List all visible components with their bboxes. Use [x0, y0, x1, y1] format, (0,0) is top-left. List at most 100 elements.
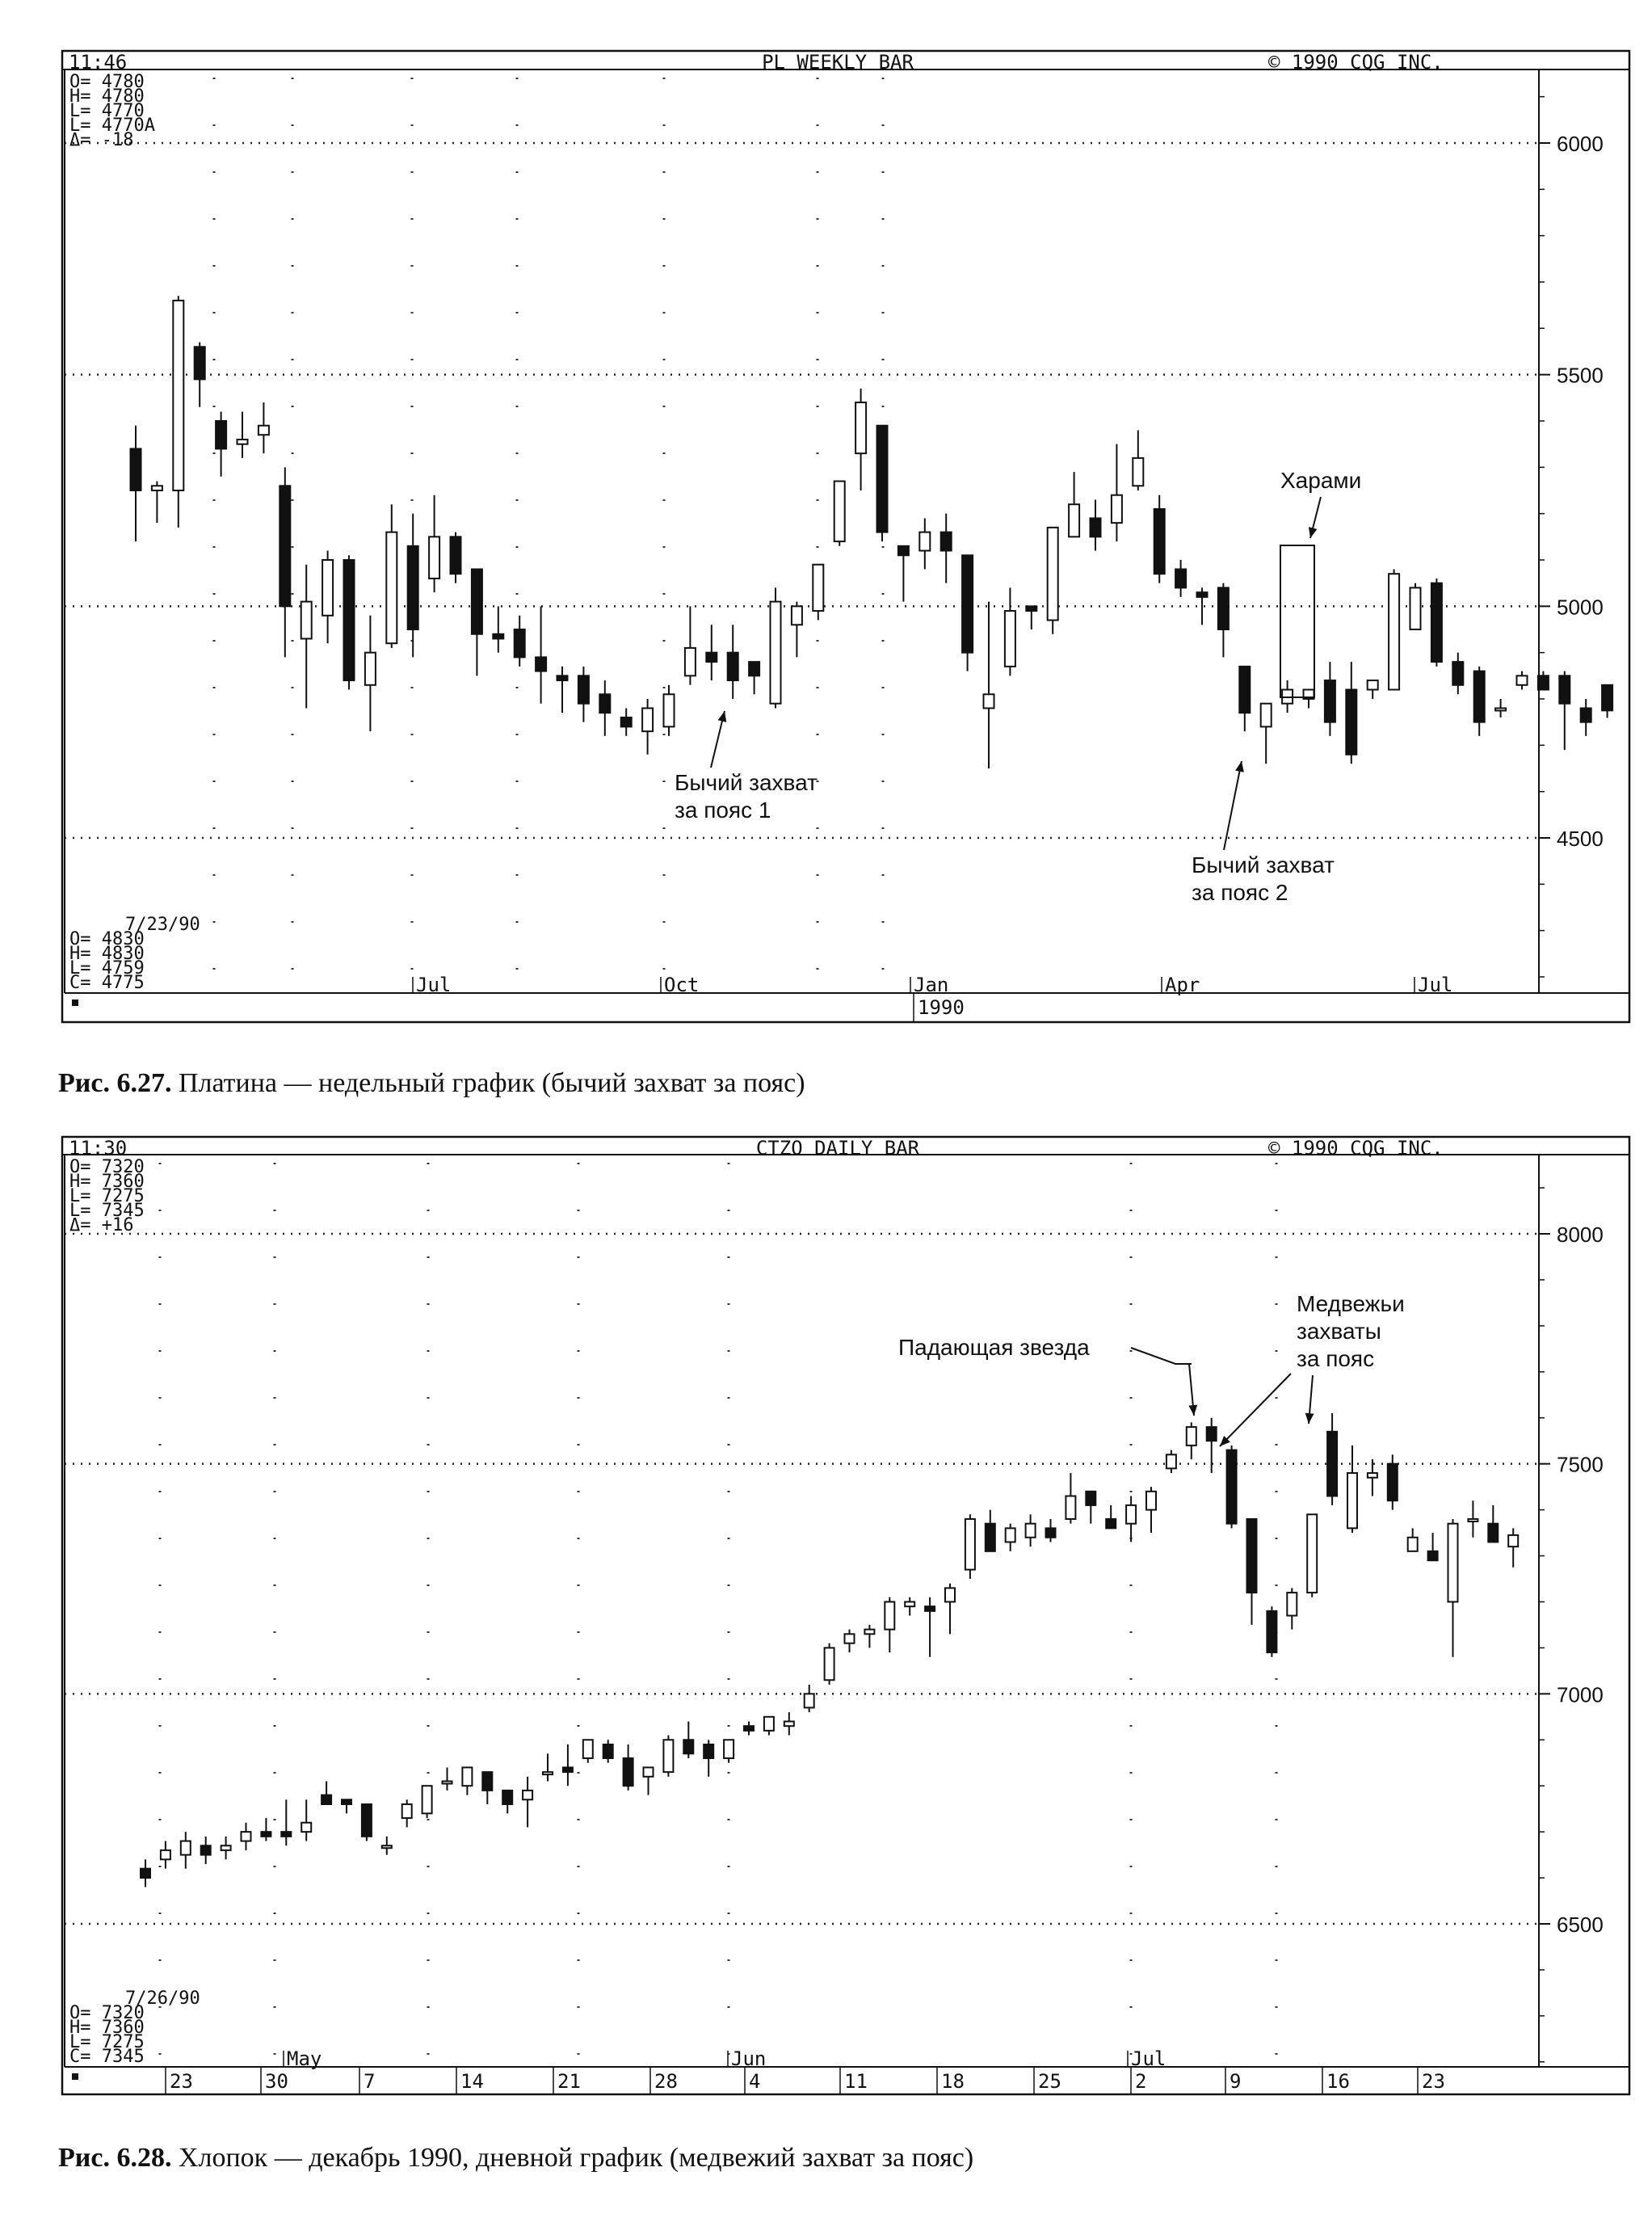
candle-body-up [982, 693, 995, 709]
candle-body-down [260, 1831, 272, 1837]
quote-line: O= 4780 [69, 72, 145, 92]
candle-body-up [823, 1647, 835, 1681]
quote-line: L= 4770 [69, 101, 145, 121]
candle-body-down [961, 554, 974, 654]
candle-body-up [542, 1771, 553, 1776]
last-bar-date: 7/26/90 [125, 1988, 200, 2009]
candle-body-up [790, 605, 803, 626]
candle-body-down [1323, 680, 1336, 723]
candle-body-down [1246, 1517, 1258, 1594]
price-tick-label: 7500 [1557, 1453, 1604, 1477]
annotation-bearish-belt-holds: Медвежьи [1297, 1291, 1405, 1316]
candle-body-down [502, 1789, 514, 1805]
bottom-period-label: 1990 [918, 996, 965, 1019]
candle-body-down [1430, 582, 1443, 663]
candle-body-up [904, 1601, 916, 1608]
bottom-period-label: 21 [557, 2070, 581, 2093]
candle-body-up [461, 1766, 473, 1787]
candle-body-up [964, 1517, 976, 1571]
candle-body-up [1366, 680, 1379, 691]
candle-body-up [385, 531, 398, 645]
candle-body-up [683, 646, 696, 677]
last-bar-date: 7/23/90 [125, 915, 200, 935]
annotation-arrow-2-head [1235, 761, 1244, 772]
candle-body-up [1145, 1490, 1157, 1511]
candle-body-down [984, 1522, 996, 1552]
last-bar-value: H= 7360 [69, 2018, 145, 2038]
candle-body-up [301, 1821, 313, 1833]
header-copyright: © 1990 CQG INC. [1268, 51, 1444, 74]
candle-body-up [843, 1633, 855, 1644]
candle-body-up [662, 1739, 675, 1774]
header-title: CTZO DAILY BAR [756, 1137, 920, 1159]
candle-body-up [1003, 610, 1016, 667]
candle-body-up [641, 707, 654, 733]
harami-highlight-box [1280, 545, 1315, 698]
annotation-bullish-belt-hold-1: Бычий захват [675, 770, 818, 795]
candle-body-up [723, 1739, 735, 1760]
bottom-period-label: 25 [1038, 2070, 1061, 2093]
candle-body-up [1447, 1522, 1459, 1603]
month-label: Apr [1165, 974, 1200, 996]
annotation-arrow-2 [1223, 760, 1242, 851]
platinum-weekly-chart: 11:46 PL WEEKLY BAR © 1990 CQG INC. 6000 550… [61, 49, 1631, 1024]
candle-body-down [1601, 684, 1614, 712]
bottom-period-label: 16 [1326, 2070, 1350, 2093]
caption-text: Платина — недельный график (бычий захват… [171, 1068, 805, 1098]
candle-body-down [481, 1771, 494, 1791]
quote-line: Δ= -18 [69, 130, 133, 150]
candle-body-down [556, 675, 569, 682]
candle-body-up [1024, 1522, 1036, 1538]
bottom-period-label: 4 [749, 2070, 760, 2093]
candle-body-up [642, 1766, 654, 1778]
annotation-arrow-harami-head [1308, 527, 1318, 538]
candle-body-down [513, 629, 526, 659]
price-tick-label: 4500 [1557, 827, 1604, 851]
candle-body-down [1225, 1449, 1238, 1525]
candle-body-up [1065, 1495, 1077, 1520]
last-bar-value: O= 7320 [69, 2003, 145, 2023]
candle-body-down [622, 1757, 634, 1787]
annotation-bearish-belt-holds: за пояс [1297, 1346, 1374, 1371]
annotation-arrow-star-head [1188, 1404, 1198, 1416]
bottom-period-label: 23 [1422, 2070, 1445, 2093]
candle-body-up [1165, 1454, 1177, 1470]
candle-body-up [1388, 573, 1401, 691]
candle-body-down [748, 661, 761, 677]
candle-body-up [159, 1849, 171, 1861]
candle-body-down [193, 346, 206, 381]
annotation-arrow-star-line [1130, 1347, 1192, 1365]
candle-body-down [200, 1845, 212, 1856]
last-bar-value: C= 7345 [69, 2047, 145, 2067]
candle-body-up [300, 600, 313, 640]
candle-body-down [360, 1803, 372, 1837]
candle-body-down [1205, 1426, 1217, 1442]
candle-body-up [1406, 1536, 1419, 1552]
annotation-bearish-belt-holds: захваты [1297, 1319, 1381, 1344]
candle-body-down [703, 1743, 715, 1760]
candle-body-up [364, 651, 376, 686]
candle-body-down [705, 651, 718, 663]
scroll-indicator [72, 2073, 78, 2080]
caption-number: Рис. 6.28. [58, 2143, 172, 2173]
candle-body-down [1196, 591, 1209, 598]
candle-body-down [1326, 1430, 1339, 1497]
candle-body-up [1110, 494, 1123, 524]
month-label: May [287, 2047, 322, 2070]
candle-body-up [380, 1845, 393, 1850]
price-tick-label: 7000 [1557, 1682, 1604, 1706]
candle-body-down [876, 424, 889, 533]
candle-body-up [1004, 1527, 1016, 1543]
quote-line: H= 4780 [69, 86, 145, 107]
candle-body-up [1515, 675, 1528, 686]
candle-body-down [492, 633, 505, 640]
candle-body-up [763, 1715, 775, 1732]
candle-body-up [1132, 457, 1145, 487]
candle-body-down [743, 1725, 755, 1732]
candle-body-down [620, 716, 633, 728]
last-bar-value: O= 4830 [69, 929, 145, 949]
candle-body-down [577, 675, 590, 705]
bottom-period-label: 30 [265, 2070, 288, 2093]
header-time: 11:30 [69, 1137, 127, 1159]
candle-body-down [1089, 517, 1102, 538]
